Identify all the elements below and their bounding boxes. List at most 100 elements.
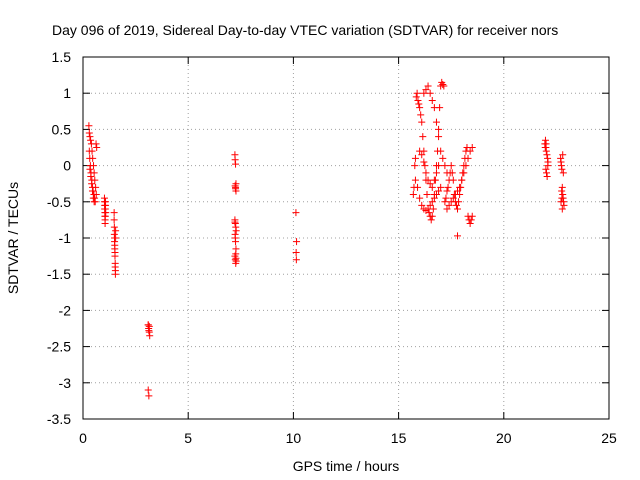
- y-tick-label: -2.5: [47, 339, 71, 355]
- data-point: [432, 191, 440, 199]
- data-point: [437, 147, 445, 155]
- data-point: [90, 191, 98, 199]
- data-point: [422, 86, 430, 94]
- y-tick-label: -0.5: [47, 194, 71, 210]
- data-point: [88, 187, 96, 195]
- data-point: [439, 154, 447, 162]
- y-tick-label: -2: [59, 302, 72, 318]
- data-point: [543, 172, 551, 180]
- axis-ticks: [82, 56, 610, 420]
- y-tick-labels: -3.5 -3 -2.5 -2 -1.5 -1 -0.5 0 0.5 1 1.5: [47, 49, 71, 427]
- data-point: [417, 111, 425, 119]
- data-point: [411, 162, 419, 170]
- data-point: [92, 140, 100, 148]
- data-point: [102, 201, 110, 209]
- data-point: [87, 172, 95, 180]
- data-point: [464, 154, 472, 162]
- data-point: [292, 248, 300, 256]
- data-point: [447, 198, 455, 206]
- data-point: [557, 198, 565, 206]
- data-point: [418, 151, 426, 159]
- y-tick-label: -1: [59, 230, 72, 246]
- data-point: [87, 136, 95, 144]
- data-point: [110, 223, 118, 231]
- data-point: [558, 194, 566, 202]
- data-point: [111, 270, 119, 278]
- data-point: [542, 165, 550, 173]
- data-point: [559, 151, 567, 159]
- data-point: [111, 252, 119, 260]
- x-tick-label: 25: [601, 430, 617, 446]
- data-point: [428, 198, 436, 206]
- data-point: [440, 82, 448, 90]
- data-point: [292, 256, 300, 264]
- data-point: [449, 194, 457, 202]
- data-point: [456, 183, 464, 191]
- data-point: [426, 180, 434, 188]
- y-tick-label: -3.5: [47, 411, 71, 427]
- data-point: [544, 162, 552, 170]
- data-point: [292, 209, 300, 217]
- data-point: [86, 133, 94, 141]
- data-point: [418, 201, 426, 209]
- data-point: [466, 147, 474, 155]
- data-point: [452, 201, 460, 209]
- data-point: [428, 212, 436, 220]
- data-point: [409, 191, 417, 199]
- y-tick-label: 1: [63, 85, 71, 101]
- data-point: [442, 194, 450, 202]
- data-point: [449, 176, 457, 184]
- data-point: [423, 191, 431, 199]
- data-point: [231, 234, 239, 242]
- data-point: [101, 220, 109, 228]
- x-tick-label: 15: [391, 430, 407, 446]
- data-point: [458, 176, 466, 184]
- data-point: [416, 104, 424, 112]
- y-tick-label: -3: [59, 375, 72, 391]
- data-point: [430, 194, 438, 202]
- data-point: [415, 100, 423, 108]
- chart-title: Day 096 of 2019, Sidereal Day-to-day VTE…: [52, 22, 558, 38]
- data-point: [437, 183, 445, 191]
- data-point: [462, 162, 470, 170]
- data-point: [420, 89, 428, 97]
- data-point: [468, 144, 476, 151]
- data-point: [467, 216, 475, 224]
- data-point: [454, 205, 462, 213]
- data-point: [541, 136, 549, 144]
- data-point: [411, 154, 419, 162]
- data-point: [414, 183, 422, 191]
- data-point: [455, 198, 463, 206]
- data-point: [426, 89, 434, 97]
- data-point: [424, 205, 432, 213]
- y-tick-label: 0: [63, 158, 71, 174]
- plot-frame: [82, 56, 610, 420]
- data-point: [444, 183, 452, 191]
- data-point: [441, 198, 449, 206]
- data-point: [432, 169, 440, 177]
- data-point: [428, 96, 436, 104]
- data-point: [90, 198, 98, 206]
- x-tick-labels: 0 5 10 15 20 25: [79, 430, 617, 446]
- x-tick-label: 5: [184, 430, 192, 446]
- y-axis-label: SDTVAR / TECUs: [5, 182, 21, 294]
- data-point: [110, 209, 118, 217]
- data-point: [543, 169, 551, 177]
- data-point: [144, 386, 152, 394]
- data-point: [430, 176, 438, 184]
- data-point: [424, 176, 432, 184]
- data-point: [416, 147, 424, 155]
- data-point: [542, 140, 550, 148]
- data-point: [112, 227, 120, 235]
- data-point: [447, 162, 455, 170]
- data-point: [432, 118, 440, 126]
- data-point: [420, 158, 428, 166]
- data-point: [232, 160, 240, 168]
- data-point: [466, 220, 474, 228]
- data-point: [560, 201, 568, 209]
- x-axis-label: GPS time / hours: [293, 458, 400, 474]
- data-point: [145, 392, 153, 400]
- data-point: [112, 234, 120, 242]
- data-point: [93, 144, 101, 151]
